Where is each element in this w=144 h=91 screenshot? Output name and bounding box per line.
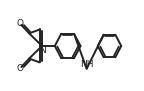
Text: N: N <box>39 46 46 55</box>
Text: O: O <box>17 19 24 28</box>
Text: O: O <box>17 64 24 73</box>
Text: NH: NH <box>80 60 94 69</box>
